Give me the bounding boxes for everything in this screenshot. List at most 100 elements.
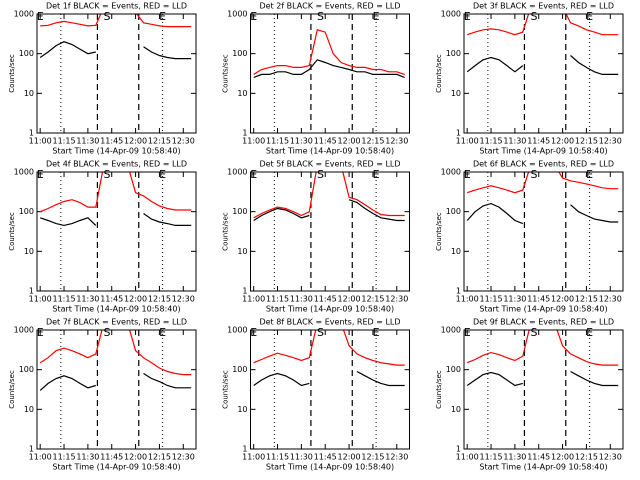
x-tick-label: 11:00 — [456, 137, 479, 146]
series-line — [253, 172, 405, 219]
chart-title: Det 9f BLACK = Events, RED = LLD — [473, 318, 614, 327]
series-line — [467, 172, 619, 194]
x-axis-label: Start Time (14-Apr-09 10:58:40) — [479, 147, 607, 156]
chart-title: Det 4f BLACK = Events, RED = LLD — [46, 160, 187, 169]
x-axis-label: Start Time (14-Apr-09 10:58:40) — [52, 147, 180, 156]
annotation: S — [317, 168, 324, 181]
x-tick-label: 11:30 — [290, 453, 313, 462]
y-axis-label: Counts/sec — [8, 212, 16, 251]
series-line — [253, 370, 405, 387]
x-tick-label: 11:15 — [479, 295, 502, 304]
x-tick-label: 12:15 — [148, 295, 171, 304]
plot-frame — [36, 171, 197, 292]
x-tick-label: 12:00 — [124, 453, 147, 462]
series-line — [466, 55, 619, 75]
x-tick-label: 12:15 — [148, 137, 171, 146]
x-tick-label: 11:45 — [100, 137, 123, 146]
x-tick-label: 11:00 — [242, 453, 265, 462]
annotation: E — [159, 168, 166, 181]
annotation: E — [586, 168, 593, 181]
annotation: S — [103, 326, 110, 339]
x-tick-label: 11:00 — [456, 453, 479, 462]
y-tick-label: 1000 — [14, 326, 34, 335]
y-tick-label: 1 — [242, 129, 247, 138]
y-tick-label: 100 — [446, 207, 461, 216]
x-tick-label: 11:45 — [527, 453, 550, 462]
x-tick-label: 11:00 — [242, 295, 265, 304]
x-tick-label: 12:00 — [551, 137, 574, 146]
annotation: S — [530, 168, 537, 181]
x-tick-label: 11:15 — [479, 137, 502, 146]
annotation: E — [250, 326, 257, 339]
x-tick-label: 11:15 — [52, 137, 75, 146]
y-tick-label: 10 — [24, 247, 34, 256]
y-tick-label: 10 — [237, 89, 247, 98]
annotation: S — [103, 10, 110, 23]
chart-title: Det 6f BLACK = Events, RED = LLD — [473, 160, 614, 169]
x-tick-label: 12:15 — [148, 453, 171, 462]
y-axis-label: Counts/sec — [222, 54, 230, 93]
y-tick-label: 10 — [237, 247, 247, 256]
series-line — [39, 172, 192, 213]
chart-title: Det 7f BLACK = Events, RED = LLD — [46, 318, 187, 327]
x-tick-label: 12:30 — [172, 295, 195, 304]
x-tick-label: 11:45 — [527, 295, 550, 304]
x-tick-label: 12:30 — [599, 453, 622, 462]
annotation: E — [586, 326, 593, 339]
x-tick-label: 11:30 — [290, 137, 313, 146]
x-tick-label: 11:45 — [314, 295, 337, 304]
x-tick-label: 12:00 — [124, 295, 147, 304]
series-line — [39, 41, 192, 60]
y-tick-label: 1 — [29, 445, 34, 454]
annotation: E — [464, 10, 471, 23]
x-axis-label: Start Time (14-Apr-09 10:58:40) — [266, 305, 394, 314]
annotation: E — [373, 10, 380, 23]
x-tick-label: 12:30 — [385, 295, 408, 304]
chart-title: Det 2f BLACK = Events, RED = LLD — [259, 2, 400, 11]
x-tick-label: 11:30 — [76, 295, 99, 304]
chart-title: Det 8f BLACK = Events, RED = LLD — [259, 318, 400, 327]
annotation: S — [317, 326, 324, 339]
series-line — [253, 199, 405, 222]
annotation: E — [37, 10, 44, 23]
x-tick-label: 12:15 — [575, 453, 598, 462]
series-line — [466, 202, 619, 225]
x-tick-label: 12:15 — [361, 137, 384, 146]
panel: Det 8f BLACK = Events, RED = LLD Counts/s… — [222, 318, 410, 472]
x-tick-label: 11:30 — [503, 453, 526, 462]
series-line — [39, 330, 192, 376]
plot-frame — [250, 329, 410, 450]
x-tick-label: 12:15 — [575, 137, 598, 146]
panel: Det 6f BLACK = Events, RED = LLD Counts/s… — [435, 160, 624, 314]
y-tick-label: 10 — [451, 247, 461, 256]
annotation: E — [250, 168, 257, 181]
series-line — [467, 14, 619, 36]
x-tick-label: 12:00 — [551, 295, 574, 304]
y-tick-label: 1000 — [227, 168, 247, 177]
plot-frame — [463, 329, 624, 450]
annotation: E — [464, 326, 471, 339]
series-line — [40, 213, 192, 227]
y-axis-label: Counts/sec — [222, 212, 230, 251]
y-axis-label: Counts/sec — [222, 370, 230, 409]
plot-frame — [463, 171, 624, 292]
x-tick-label: 11:15 — [266, 137, 289, 146]
series-line — [466, 330, 619, 366]
series-line — [466, 370, 619, 387]
annotation: E — [373, 326, 380, 339]
x-tick-label: 11:45 — [100, 453, 123, 462]
y-axis-label: Counts/sec — [435, 212, 443, 251]
panel: Det 9f BLACK = Events, RED = LLD Counts/s… — [435, 318, 624, 472]
y-tick-label: 1000 — [227, 10, 247, 19]
annotation: E — [159, 10, 166, 23]
annotation: S — [530, 326, 537, 339]
chart-title: Det 3f BLACK = Events, RED = LLD — [473, 2, 614, 11]
y-tick-label: 10 — [24, 405, 34, 414]
x-tick-label: 12:15 — [361, 295, 384, 304]
x-tick-label: 12:00 — [551, 453, 574, 462]
series-line — [253, 330, 405, 366]
x-tick-label: 12:30 — [599, 137, 622, 146]
annotation: E — [250, 10, 257, 23]
y-tick-label: 100 — [232, 49, 247, 58]
x-tick-label: 11:45 — [100, 295, 123, 304]
